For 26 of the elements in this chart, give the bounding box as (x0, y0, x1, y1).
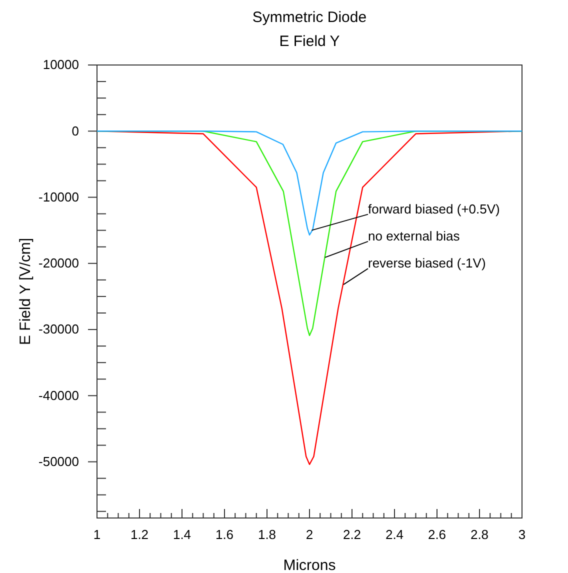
x-tick-label: 2 (306, 527, 314, 542)
x-tick-label: 2.2 (342, 527, 362, 542)
y-tick-label: -20000 (38, 256, 79, 271)
y-tick-label: -50000 (38, 454, 79, 469)
annotation: reverse biased (-1V) (368, 256, 486, 271)
x-tick-label: 1.6 (215, 527, 234, 542)
x-tick-label: 2.4 (385, 527, 404, 542)
y-axis-title: E Field Y [V/cm] (17, 238, 34, 345)
x-tick-label: 1.8 (258, 527, 276, 542)
x-tick-label: 1.2 (130, 527, 149, 542)
x-tick-label: 2.6 (428, 527, 446, 542)
chart-subtitle: E Field Y (279, 33, 340, 50)
y-tick-label: 10000 (42, 57, 79, 72)
annotation: forward biased (+0.5V) (368, 201, 500, 216)
x-tick-label: 1 (93, 527, 101, 542)
annotation: no external bias (368, 228, 460, 244)
x-tick-label: 1.4 (172, 527, 192, 542)
chart-title: Symmetric Diode (252, 9, 367, 26)
y-tick-label: -10000 (38, 189, 79, 204)
line-series (96, 130, 523, 466)
y-tick-label: -30000 (38, 322, 79, 337)
x-axis-title: Microns (283, 557, 336, 573)
y-tick-label: -40000 (38, 388, 79, 403)
y-tick-label: 0 (72, 123, 79, 138)
x-tick-label: 3 (518, 527, 526, 542)
x-tick-label: 2.8 (470, 527, 489, 542)
